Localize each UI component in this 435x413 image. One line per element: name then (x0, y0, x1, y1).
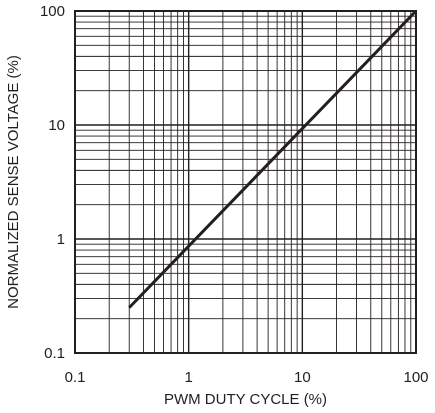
x-tick-label: 0.1 (65, 369, 86, 386)
x-tick-labels: 0.1 1 10 100 (65, 369, 429, 386)
x-tick-label: 10 (294, 369, 311, 386)
plot-frame (74, 10, 417, 354)
x-axis-title: PWM DUTY CYCLE (%) (164, 391, 327, 408)
x-tick-label: 1 (184, 369, 192, 386)
series-line-0 (128, 9, 418, 309)
y-tick-label: 1 (57, 231, 65, 248)
y-axis-title: NORMALIZED SENSE VOLTAGE (%) (5, 55, 22, 309)
y-tick-label: 0.1 (44, 345, 65, 362)
y-tick-label: 10 (48, 117, 65, 134)
series-layer (128, 9, 418, 309)
y-tick-labels: 0.1 1 10 100 (40, 3, 65, 362)
x-tick-label: 100 (403, 369, 428, 386)
y-tick-label: 100 (40, 3, 65, 20)
grid (74, 11, 416, 354)
